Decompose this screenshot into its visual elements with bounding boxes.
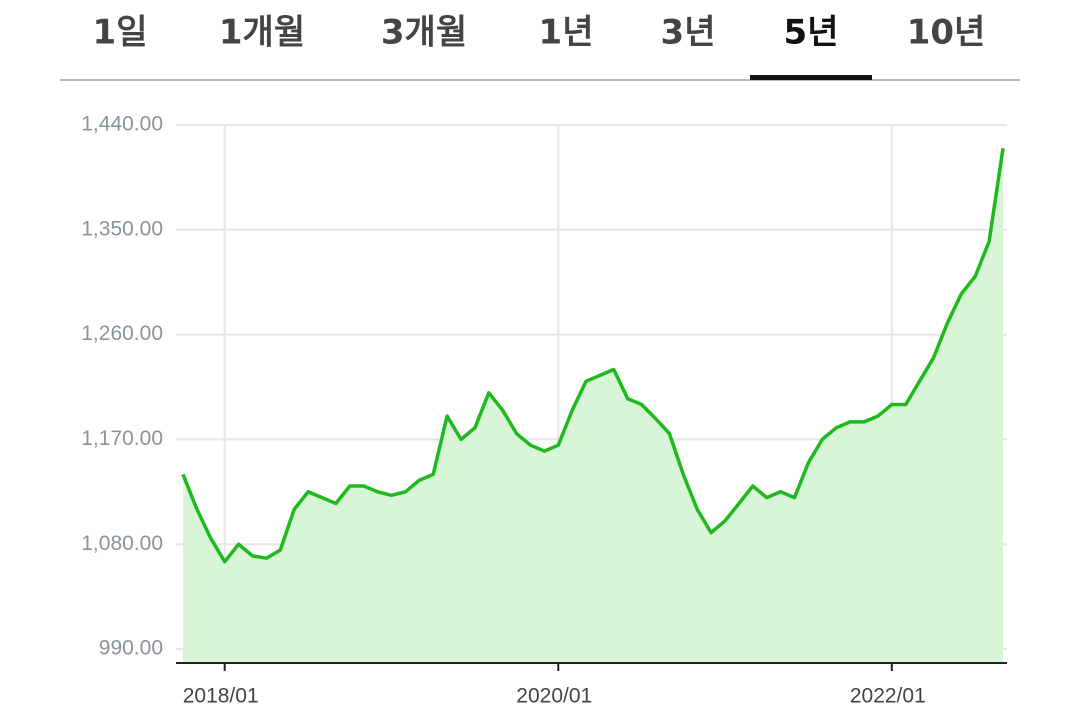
tab-indicator: [750, 75, 872, 80]
tab[interactable]: 1개월: [219, 13, 305, 53]
y-tick-label: 1,350.00: [81, 217, 163, 240]
y-tick-label: 1,080.00: [81, 532, 163, 555]
tab[interactable]: 10년: [907, 13, 986, 53]
y-tick-label: 990.00: [99, 637, 163, 660]
tab[interactable]: 5년: [784, 13, 839, 53]
x-tick-label: 2018/01: [183, 685, 259, 708]
y-tick-label: 1,260.00: [81, 322, 163, 345]
tab[interactable]: 3년: [661, 13, 716, 53]
tab[interactable]: 1년: [539, 13, 594, 53]
tab[interactable]: 1일: [93, 13, 148, 53]
tab[interactable]: 3개월: [381, 13, 467, 53]
y-tick-label: 1,440.00: [81, 113, 163, 136]
y-tick-label: 1,170.00: [81, 427, 163, 450]
x-tick-label: 2020/01: [516, 685, 592, 708]
x-tick-label: 2022/01: [850, 685, 926, 708]
line: [181, 148, 1005, 564]
area: [183, 148, 1003, 664]
